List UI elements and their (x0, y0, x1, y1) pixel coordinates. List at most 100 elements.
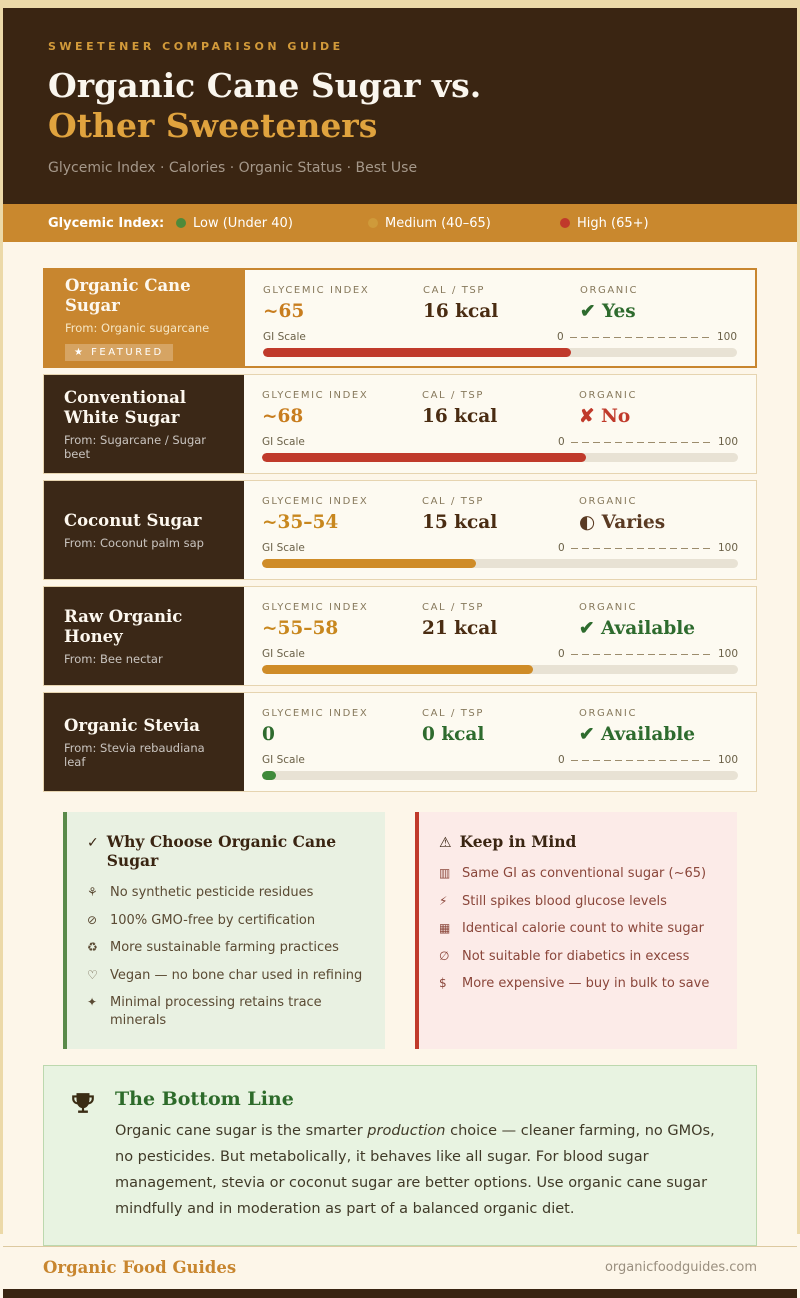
legend-dot-icon (560, 218, 570, 229)
stats-columns: GLYCEMIC INDEX ~65 CAL / TSP 16 kcal ORG… (263, 285, 737, 322)
sweetener-name: Conventional White Sugar (64, 387, 187, 428)
organic-column-header: ORGANIC (579, 602, 638, 614)
sweetener-name-panel: Organic Cane Sugar From: Organic sugarca… (45, 270, 245, 367)
pros-list-item: ♡ Vegan — no bone char used in refining (87, 967, 365, 985)
website-url: organicfoodguides.com (604, 1260, 757, 1276)
sweetener-stats-panel: GLYCEMIC INDEX 0 CAL / TSP 0 kcal ORGANI… (244, 693, 756, 791)
gi-scale-label: GI Scale (263, 331, 306, 344)
gi-value: ~55–58 (262, 618, 339, 640)
diabetics-warning-icon: ∅ (439, 948, 450, 963)
cons-box: ⚠ Keep in Mind ▥ Same GI as conventional… (415, 812, 737, 1050)
scale-dash-line (570, 441, 712, 443)
kicker-label: SWEETENER COMPARISON GUIDE (48, 40, 344, 53)
scale-max-label: 100 (716, 331, 737, 344)
gi-scale-ticks: 0 100 (558, 436, 738, 448)
gi-scale-label: GI Scale (262, 542, 305, 555)
gi-scale-label: GI Scale (262, 436, 305, 449)
pros-list-item: ⚘ No synthetic pesticide residues (87, 884, 365, 902)
gi-scale-row: GI Scale 0 100 (262, 436, 738, 448)
minerals-icon: ✦ (87, 995, 98, 1010)
glycemic-legend-bar: Glycemic Index: Low (Under 40) Medium (4… (3, 204, 797, 243)
bottom-line-title: The Bottom Line (115, 1088, 294, 1111)
legend-items: Low (Under 40) Medium (40–65) High (65+) (176, 216, 752, 231)
gi-bar-track (263, 348, 737, 358)
lightning-icon: ⚡ (439, 893, 448, 908)
cons-item-text: Same GI as conventional sugar (~65) (462, 866, 707, 882)
top-accent-bar (3, 0, 797, 8)
gi-bar-fill (262, 453, 586, 463)
cons-list-item: ▥ Same GI as conventional sugar (~65) (439, 865, 717, 883)
chart-icon: ▥ (439, 866, 451, 881)
organic-column-header: ORGANIC (579, 708, 638, 720)
sweetener-cards: Organic Cane Sugar From: Organic sugarca… (43, 268, 757, 793)
cal-value: 16 kcal (422, 406, 498, 428)
sweetener-stats-panel: GLYCEMIC INDEX ~55–58 CAL / TSP 21 kcal … (244, 587, 756, 685)
scale-max-label: 100 (717, 436, 738, 449)
sweetener-source: From: Stevia rebaudiana leaf (64, 740, 205, 769)
gi-column: GLYCEMIC INDEX ~35–54 (262, 496, 422, 533)
stats-columns: GLYCEMIC INDEX 0 CAL / TSP 0 kcal ORGANI… (262, 708, 738, 745)
cons-list-item: ∅ Not suitable for diabetics in excess (439, 948, 717, 966)
sweetener-name-panel: Organic Stevia From: Stevia rebaudiana l… (44, 693, 244, 792)
scale-min-label: 0 (558, 542, 565, 555)
page-title-line1: Organic Cane Sugar vs. (48, 66, 482, 105)
cal-value: 0 kcal (422, 724, 485, 746)
gi-bar-track (262, 771, 738, 781)
bottom-line-text: Organic cane sugar is the smarter produc… (115, 1119, 730, 1222)
pros-list: ⚘ No synthetic pesticide residues ⊘ 100%… (87, 884, 365, 1029)
gi-scale-row: GI Scale 0 100 (262, 754, 738, 766)
organic-value: ✘ No (579, 406, 631, 428)
gi-scale-row: GI Scale 0 100 (263, 331, 737, 343)
gi-value: ~35–54 (262, 512, 339, 534)
gi-value: ~68 (262, 406, 304, 428)
stats-columns: GLYCEMIC INDEX ~35–54 CAL / TSP 15 kcal … (262, 496, 738, 533)
cal-column: CAL / TSP 0 kcal (422, 708, 579, 745)
sweetener-stats-panel: GLYCEMIC INDEX ~65 CAL / TSP 16 kcal ORG… (245, 270, 755, 366)
sweetener-card: Raw Organic Honey From: Bee nectar GLYCE… (43, 586, 757, 687)
cal-value: 15 kcal (422, 512, 498, 534)
gi-value: 0 (262, 724, 275, 746)
page-title-line2: Other Sweeteners (48, 105, 378, 145)
cal-column: CAL / TSP 16 kcal (423, 285, 580, 322)
organic-column: ORGANIC ✔ Yes (580, 285, 737, 322)
legend-label: Glycemic Index: (48, 215, 165, 231)
cal-column-header: CAL / TSP (422, 390, 485, 402)
pros-list-item: ✦ Minimal processing retains trace miner… (87, 994, 365, 1029)
legend-item-label: High (65+) (577, 215, 649, 231)
pros-title-text: Why Choose Organic Cane Sugar (106, 832, 337, 871)
vegan-icon: ♡ (87, 967, 98, 982)
sweetener-source: From: Organic sugarcane (65, 320, 210, 335)
scale-min-label: 0 (558, 754, 565, 767)
bottom-line-box: The Bottom Line Organic cane sugar is th… (43, 1065, 757, 1246)
gi-column-header: GLYCEMIC INDEX (262, 496, 369, 508)
organic-value: ◐ Varies (579, 512, 666, 534)
sustainability-icon: ♻ (87, 940, 98, 955)
cons-list-item: ▦ Identical calorie count to white sugar (439, 920, 717, 938)
scale-dash-line (569, 336, 711, 338)
cons-box-title: ⚠ Keep in Mind (439, 832, 717, 851)
gi-column: GLYCEMIC INDEX 0 (262, 708, 422, 745)
pros-box: ✓ Why Choose Organic Cane Sugar ⚘ No syn… (63, 812, 385, 1050)
cal-column: CAL / TSP 15 kcal (422, 496, 579, 533)
page-subtitle: Glycemic Index · Calories · Organic Stat… (48, 160, 418, 177)
pros-box-title: ✓ Why Choose Organic Cane Sugar (87, 832, 365, 870)
cons-item-text: Still spikes blood glucose levels (462, 893, 667, 909)
gi-scale-ticks: 0 100 (558, 754, 738, 766)
sweetener-source: From: Bee nectar (64, 651, 163, 666)
stats-columns: GLYCEMIC INDEX ~55–58 CAL / TSP 21 kcal … (262, 602, 738, 639)
cons-item-text: More expensive — buy in bulk to save (462, 976, 710, 992)
scale-min-label: 0 (558, 648, 565, 661)
cost-icon: $ (439, 976, 447, 991)
check-icon: ✓ (87, 835, 99, 852)
gi-column: GLYCEMIC INDEX ~65 (263, 285, 423, 322)
cons-list-item: ⚡ Still spikes blood glucose levels (439, 893, 717, 911)
pros-list-item: ♻ More sustainable farming practices (87, 939, 365, 957)
gi-value: ~65 (263, 301, 305, 323)
pros-item-text: Vegan — no bone char used in refining (110, 967, 363, 983)
pros-item-text: No synthetic pesticide residues (110, 885, 314, 901)
cal-column-header: CAL / TSP (422, 602, 485, 614)
organic-value: ✔ Available (579, 724, 696, 746)
gi-scale-ticks: 0 100 (558, 542, 738, 554)
scale-min-label: 0 (557, 331, 564, 344)
sweetener-name-panel: Raw Organic Honey From: Bee nectar (44, 587, 244, 686)
